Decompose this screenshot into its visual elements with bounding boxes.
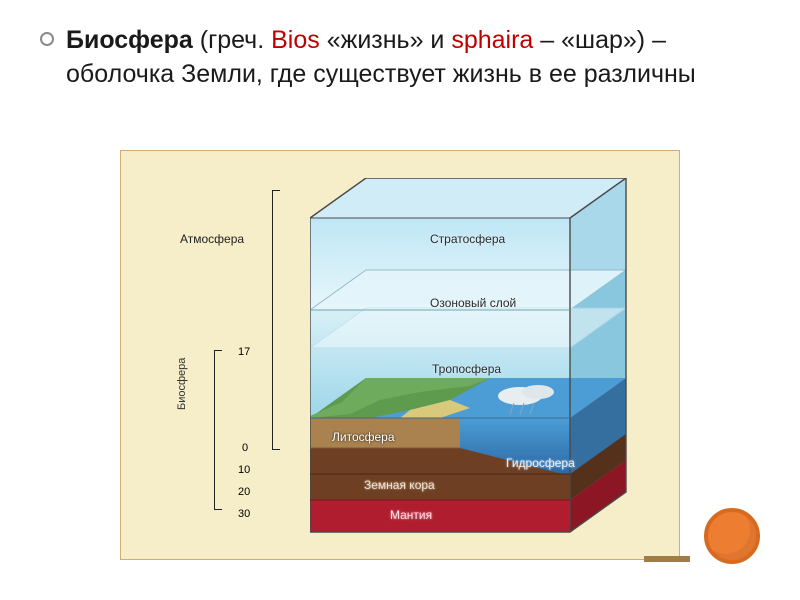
slide: Биосфера (греч. Bios «жизнь» и sphaira –… <box>0 0 800 600</box>
diagram: Атмосфера Биосфера 17 0 10 20 30 <box>120 150 680 570</box>
definition-row: Биосфера (греч. Bios «жизнь» и sphaira –… <box>40 24 760 92</box>
label-troposphere: Тропосфера <box>432 362 501 376</box>
definition-text: Биосфера (греч. Bios «жизнь» и sphaira –… <box>66 24 760 92</box>
bullet-icon <box>40 32 54 46</box>
bios: Bios <box>271 26 320 54</box>
accent-circle-icon <box>704 508 760 564</box>
tick-0: 0 <box>242 442 248 454</box>
decor-bar <box>644 556 690 562</box>
tick-10: 10 <box>238 464 250 476</box>
atmosphere-label: Атмосфера <box>180 232 244 246</box>
bios-trans: «жизнь» и <box>320 26 452 54</box>
label-hydrosphere: Гидросфера <box>506 456 575 470</box>
label-ozone: Озоновый слой <box>430 296 516 310</box>
tick-17: 17 <box>238 346 250 358</box>
term: Биосфера <box>66 26 193 54</box>
label-lithosphere: Литосфера <box>332 430 395 444</box>
tick-20: 20 <box>238 486 250 498</box>
sphaira: sphaira <box>451 26 533 54</box>
biosphere-label: Биосфера <box>176 358 188 410</box>
greek-open: (греч. <box>193 26 271 54</box>
bracket-biosphere <box>214 350 222 510</box>
label-stratosphere: Стратосфера <box>430 232 505 246</box>
label-mantle: Мантия <box>390 508 432 522</box>
earth-cube: Стратосфера Озоновый слой Тропосфера Лит… <box>310 178 640 538</box>
label-crust: Земная кора <box>364 478 435 492</box>
tick-30: 30 <box>238 508 250 520</box>
bracket-atmosphere <box>272 190 280 450</box>
